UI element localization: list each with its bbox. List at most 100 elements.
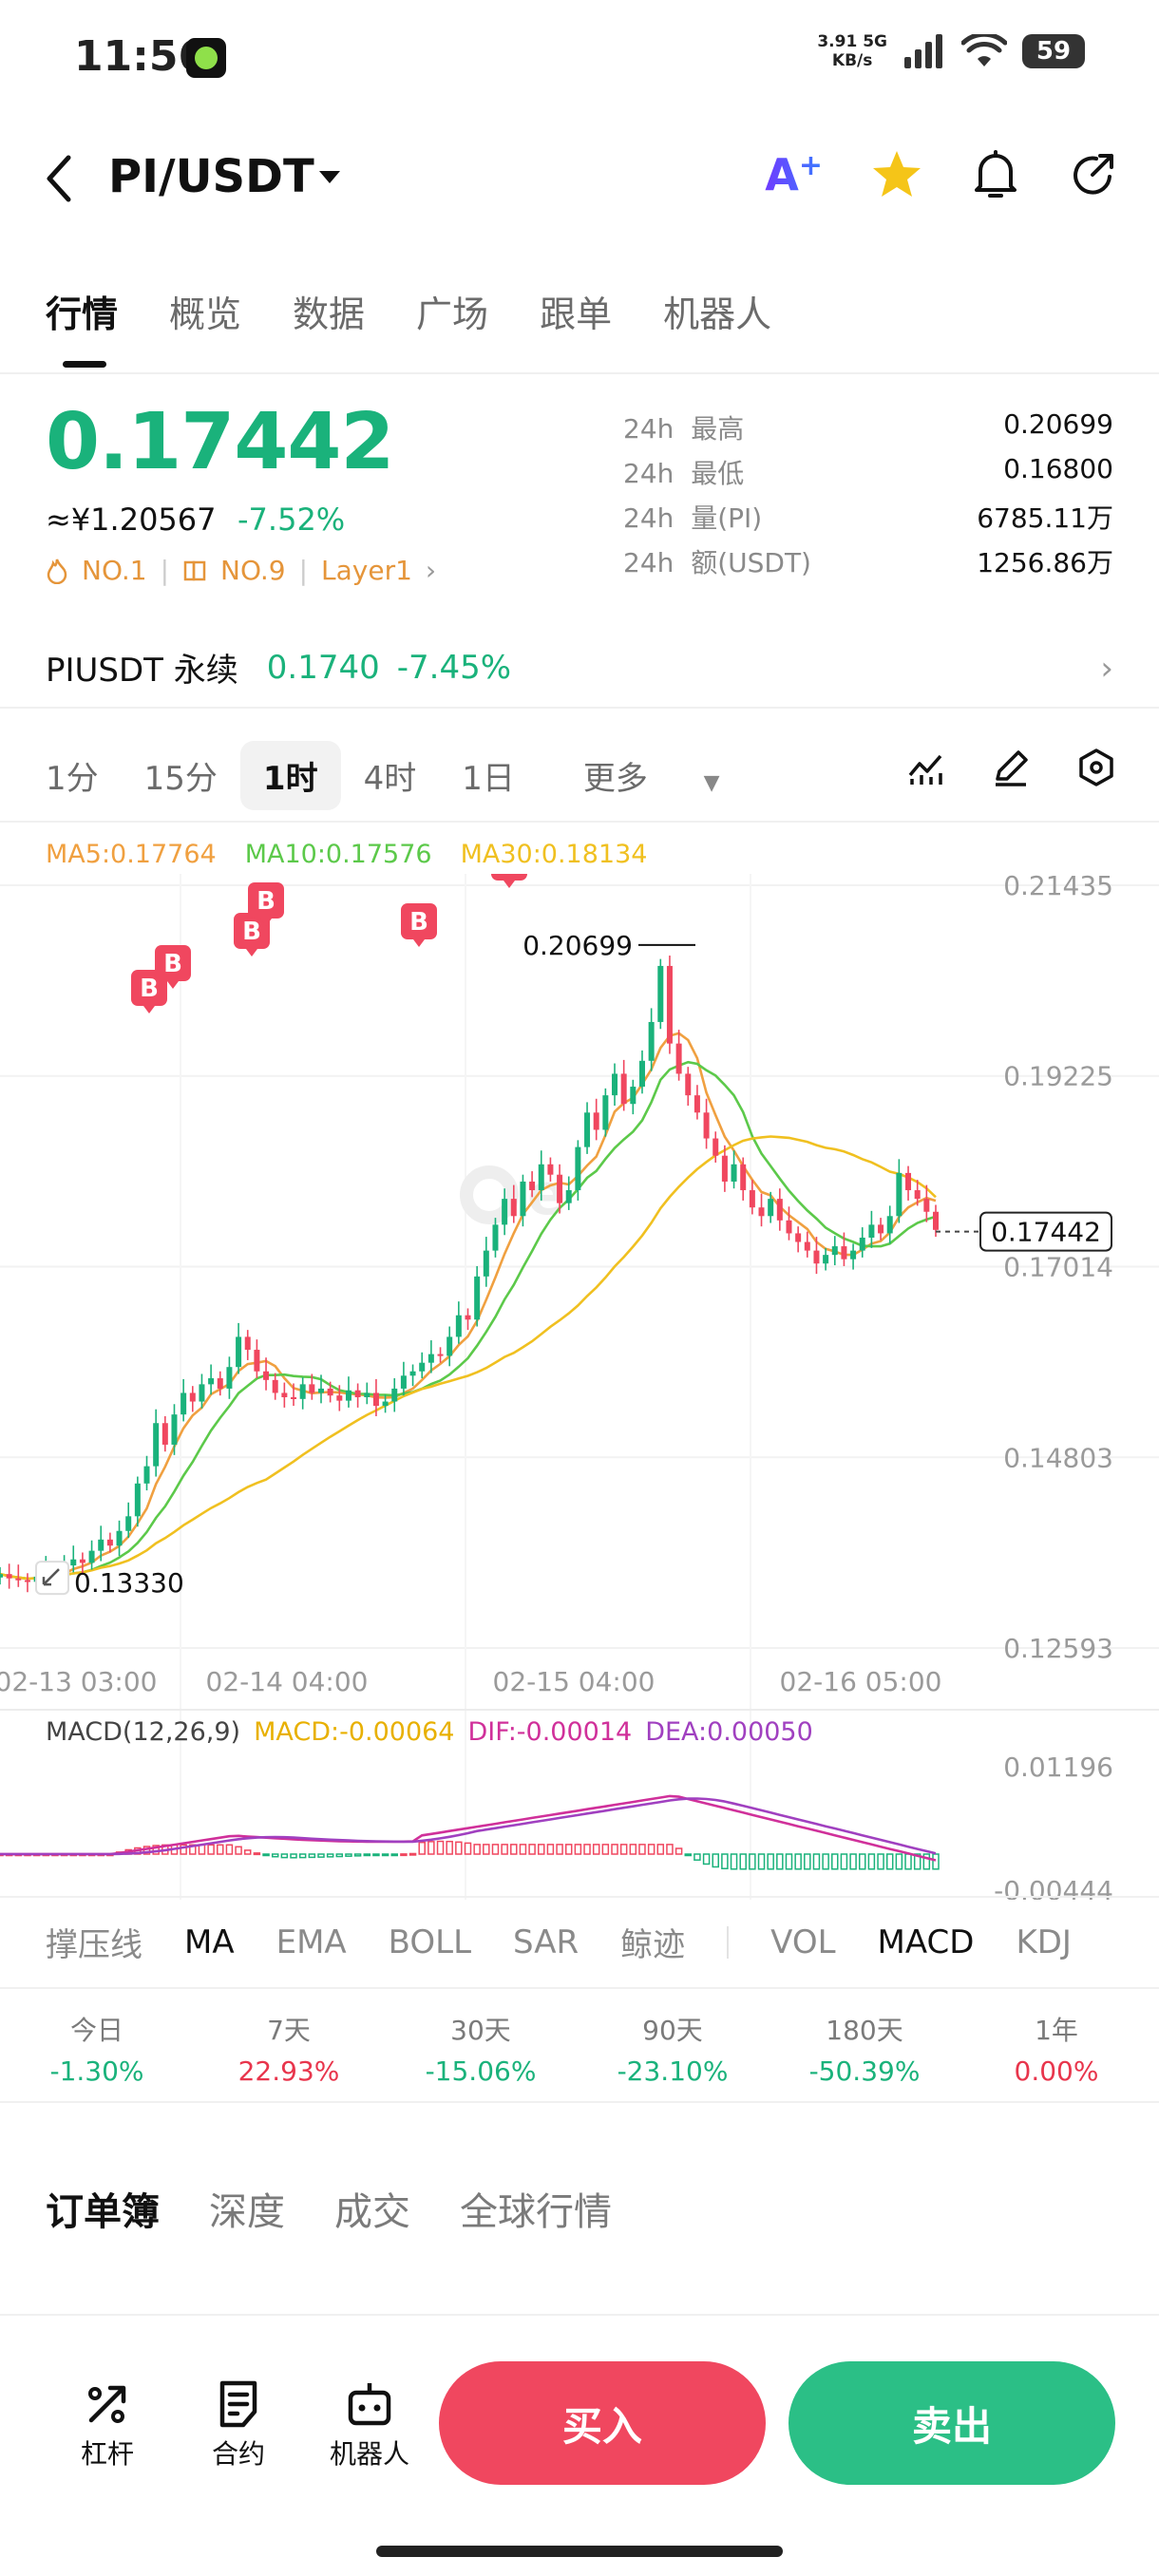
candle-body (217, 1378, 223, 1389)
tab-data[interactable]: 数据 (293, 294, 366, 335)
perf-30d: 30天 -15.06% (425, 2015, 537, 2087)
ind-ma[interactable]: MA (184, 1923, 235, 1961)
candlestick-chart[interactable]: e SSSSSSSSSSSSSBBBBBBBBBBBB 0.214350.192… (0, 874, 1159, 1900)
interval-15m[interactable]: 15分 (143, 760, 218, 798)
perpetual-link[interactable]: PIUSDT 永续 0.1740 -7.45% (46, 644, 511, 691)
macd-bar (436, 1840, 445, 1855)
macd-bar (913, 1853, 922, 1870)
candle-body (786, 1220, 792, 1234)
macd-bar (712, 1853, 719, 1868)
tab-overview[interactable]: 概览 (169, 294, 242, 335)
candle-body (510, 1199, 517, 1217)
favorite-star-icon[interactable] (870, 148, 923, 201)
macd-bar (326, 1853, 334, 1858)
leverage-button[interactable]: 杠杆 (55, 2375, 160, 2472)
rank-tag-1[interactable]: NO.1 (82, 555, 147, 586)
candle-body (134, 1483, 141, 1517)
sell-button[interactable]: 卖出 (788, 2361, 1115, 2485)
pen-icon[interactable] (990, 747, 1032, 788)
buy-marker-bg (248, 882, 284, 919)
tab-copy-trade[interactable]: 跟单 (540, 294, 613, 335)
robot-icon (348, 2383, 391, 2426)
x-tick-label: 02-14 04:00 (206, 1666, 369, 1697)
bell-icon[interactable] (971, 148, 1020, 201)
stat-low-label: 24h 最低 (623, 458, 745, 489)
macd-bar (638, 1844, 646, 1855)
buy-marker-pointer (260, 919, 272, 926)
tab-global-market[interactable]: 全球行情 (460, 2190, 612, 2234)
tab-market[interactable]: 行情 (46, 294, 119, 335)
bot-button[interactable]: 机器人 (317, 2375, 422, 2472)
candle-body (236, 1336, 242, 1368)
rank-tag-2[interactable]: NO.9 (220, 555, 286, 586)
candle-body (446, 1336, 453, 1356)
macd-bar (757, 1853, 766, 1870)
candle-body (694, 1095, 700, 1113)
ind-ema[interactable]: EMA (276, 1923, 347, 1961)
indicator-icon[interactable] (904, 747, 946, 788)
macd-bar (647, 1844, 656, 1855)
share-icon[interactable] (1068, 150, 1117, 199)
buy-marker: B (234, 913, 270, 957)
ind-vol[interactable]: VOL (770, 1923, 836, 1961)
network-speed: 3.91 5G KB/s (817, 32, 887, 70)
buy-button[interactable]: 买入 (439, 2361, 766, 2485)
candle-body (317, 1388, 324, 1393)
interval-1h[interactable]: 1时 (239, 741, 341, 810)
macd-bar (666, 1844, 674, 1855)
candle-body (299, 1384, 306, 1399)
ind-kdj[interactable]: KDJ (1016, 1923, 1072, 1961)
chevron-right-icon[interactable]: › (425, 555, 437, 586)
candle-body (400, 1375, 407, 1389)
category-tag[interactable]: Layer1 (321, 555, 412, 586)
stat-amount-label: 24h 额(USDT) (623, 547, 811, 578)
macd-bar (592, 1844, 600, 1855)
macd-bar (849, 1853, 857, 1870)
candle-body (529, 1181, 536, 1191)
caret-down-icon[interactable] (319, 171, 340, 183)
macd-bar (739, 1853, 747, 1870)
candle-body (153, 1423, 160, 1467)
home-indicator[interactable] (376, 2546, 783, 2557)
interval-1d[interactable]: 1日 (462, 760, 515, 798)
tab-depth[interactable]: 深度 (209, 2190, 285, 2234)
candle-body (868, 1224, 875, 1238)
candle-body (492, 1224, 499, 1251)
candle-body (923, 1199, 930, 1212)
ind-support[interactable]: 撑压线 (46, 1926, 142, 1964)
contract-button[interactable]: 合约 (186, 2375, 291, 2472)
macd-bar (831, 1853, 839, 1870)
ind-macd[interactable]: MACD (877, 1923, 975, 1961)
ind-sar[interactable]: SAR (513, 1923, 580, 1961)
tab-orderbook[interactable]: 订单簿 (46, 2190, 160, 2234)
macd-bar (804, 1853, 811, 1870)
ind-whale[interactable]: 鲸迹 (620, 1926, 686, 1964)
perf-7d: 7天 22.93% (238, 2015, 340, 2087)
macd-bar (749, 1853, 756, 1870)
ai-icon[interactable]: A+ (765, 149, 823, 200)
interval-1m[interactable]: 1分 (46, 760, 99, 798)
tab-square[interactable]: 广场 (416, 294, 489, 335)
macd-bar (491, 1844, 500, 1855)
divider (0, 2101, 1159, 2103)
candle-body (886, 1216, 893, 1234)
candle-body (648, 1021, 655, 1061)
tab-bot[interactable]: 机器人 (663, 294, 772, 335)
macd-bar (271, 1853, 279, 1858)
ind-boll[interactable]: BOLL (388, 1923, 472, 1961)
candle-body (520, 1181, 526, 1217)
macd-bar (538, 1844, 545, 1855)
pair-selector[interactable]: PI/USDT (108, 150, 314, 203)
chart-tools (904, 747, 1117, 788)
interval-more[interactable]: 更多 ▼ (582, 760, 720, 798)
tab-trades[interactable]: 成交 (334, 2190, 410, 2234)
settings-icon[interactable] (1075, 747, 1117, 788)
candle-body (143, 1466, 150, 1484)
macd-bar (904, 1853, 912, 1870)
chevron-right-icon[interactable]: › (1100, 650, 1113, 688)
back-arrow-icon[interactable] (42, 152, 80, 205)
low-annotation: 0.13330 (74, 1567, 184, 1599)
buy-marker-label: B (500, 874, 519, 878)
macd-bar (217, 1844, 224, 1855)
interval-4h[interactable]: 4时 (363, 760, 417, 798)
